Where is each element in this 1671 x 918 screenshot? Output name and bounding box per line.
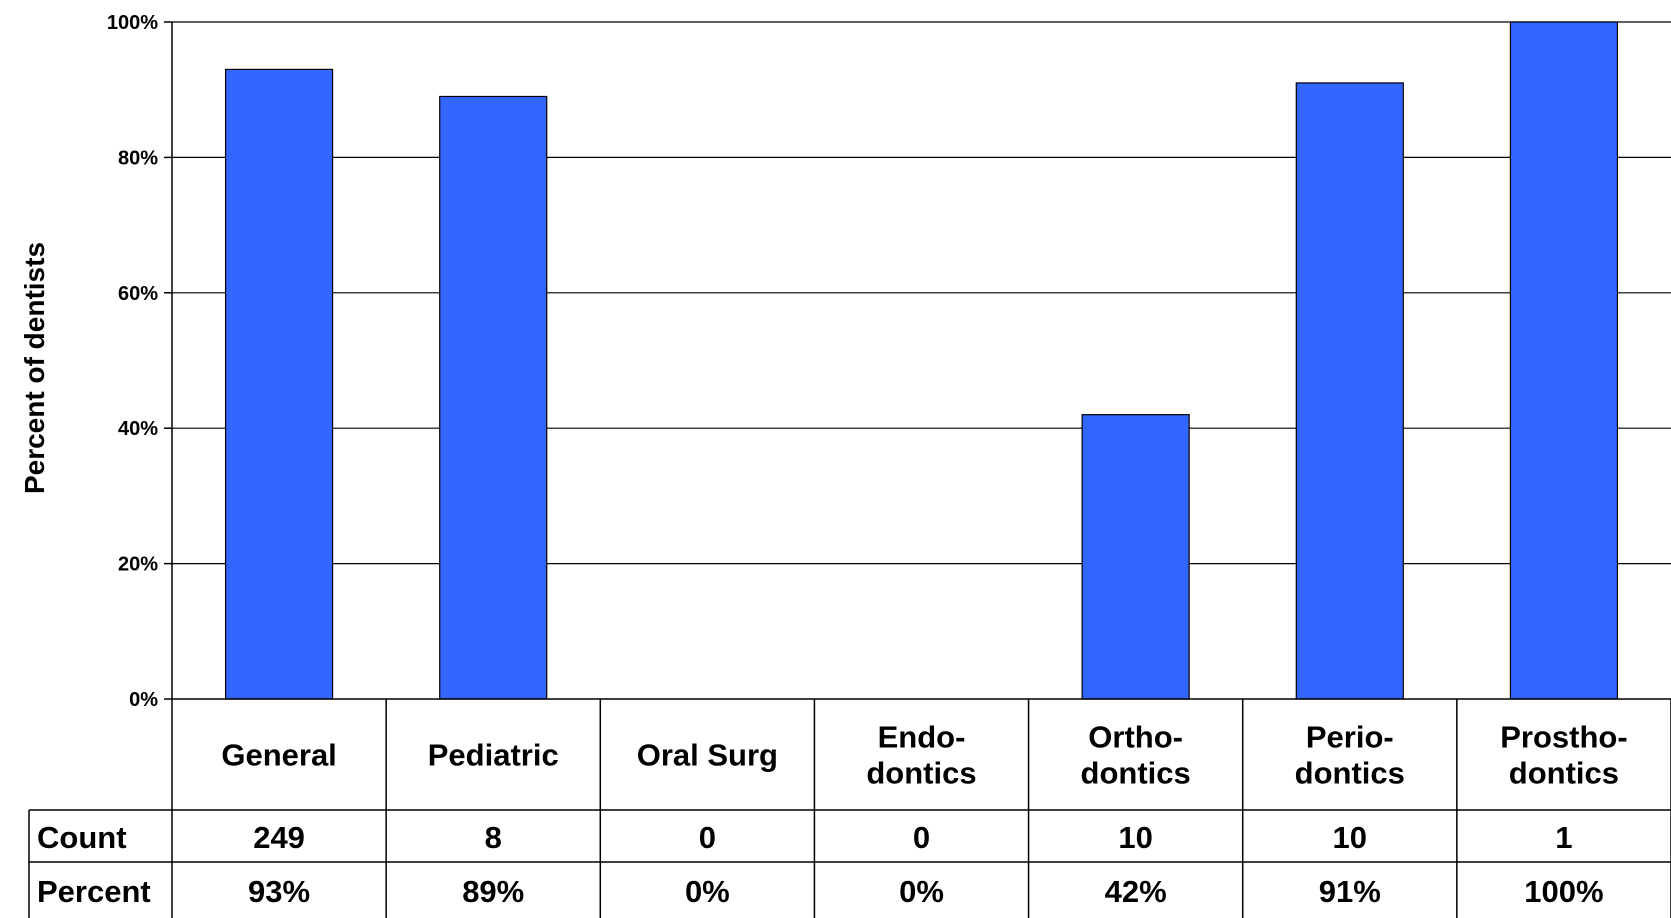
y-tick-label: 100% bbox=[107, 12, 158, 34]
category-label: Perio-dontics bbox=[1295, 720, 1405, 791]
table-cell: 91% bbox=[1319, 874, 1381, 909]
data-table: General Pediatric Oral Surg Endo-dontics Ort… bbox=[28, 699, 1671, 918]
table-cell: 93% bbox=[248, 874, 310, 909]
table-cell: 10 bbox=[1118, 820, 1152, 855]
table-cell: 0 bbox=[699, 820, 716, 855]
category-label: Endo-dontics bbox=[866, 720, 976, 791]
bar bbox=[439, 95, 548, 700]
table-cell: 10 bbox=[1333, 820, 1367, 855]
y-tick-label: 20% bbox=[118, 554, 158, 576]
gridlines bbox=[172, 21, 1671, 565]
bars bbox=[224, 21, 1619, 700]
table-cell: 100% bbox=[1524, 874, 1603, 909]
bar bbox=[224, 68, 334, 700]
table-cell: 1 bbox=[1555, 820, 1572, 855]
y-tick-label: 40% bbox=[118, 418, 158, 440]
category-label: General bbox=[221, 738, 336, 773]
category-label: Oral Surg bbox=[637, 738, 778, 773]
table-cell: 0 bbox=[913, 820, 930, 855]
category-label: Prostho-dontics bbox=[1500, 720, 1627, 791]
y-tick-labels: 0% 20% 40% 60% 80% 100% bbox=[107, 12, 158, 711]
table-cell: 8 bbox=[485, 820, 502, 855]
bar bbox=[1295, 82, 1404, 700]
y-axis-label: Percent of dentists bbox=[19, 242, 50, 494]
axes bbox=[164, 21, 1671, 918]
y-tick-label: 80% bbox=[118, 147, 158, 169]
table-cell: 0% bbox=[685, 874, 730, 909]
table-cell: 249 bbox=[253, 820, 305, 855]
bar bbox=[1509, 21, 1619, 700]
y-tick-label: 60% bbox=[118, 283, 158, 305]
table-cell: 42% bbox=[1105, 874, 1167, 909]
category-label: Ortho-dontics bbox=[1081, 720, 1191, 791]
table-cell: 89% bbox=[462, 874, 524, 909]
y-tick-label: 0% bbox=[129, 689, 158, 711]
category-label: Pediatric bbox=[428, 738, 559, 773]
table-row-label: Count bbox=[37, 820, 127, 855]
table-cell: 0% bbox=[899, 874, 944, 909]
table-row-label: Percent bbox=[37, 874, 151, 909]
bar bbox=[1081, 414, 1190, 700]
